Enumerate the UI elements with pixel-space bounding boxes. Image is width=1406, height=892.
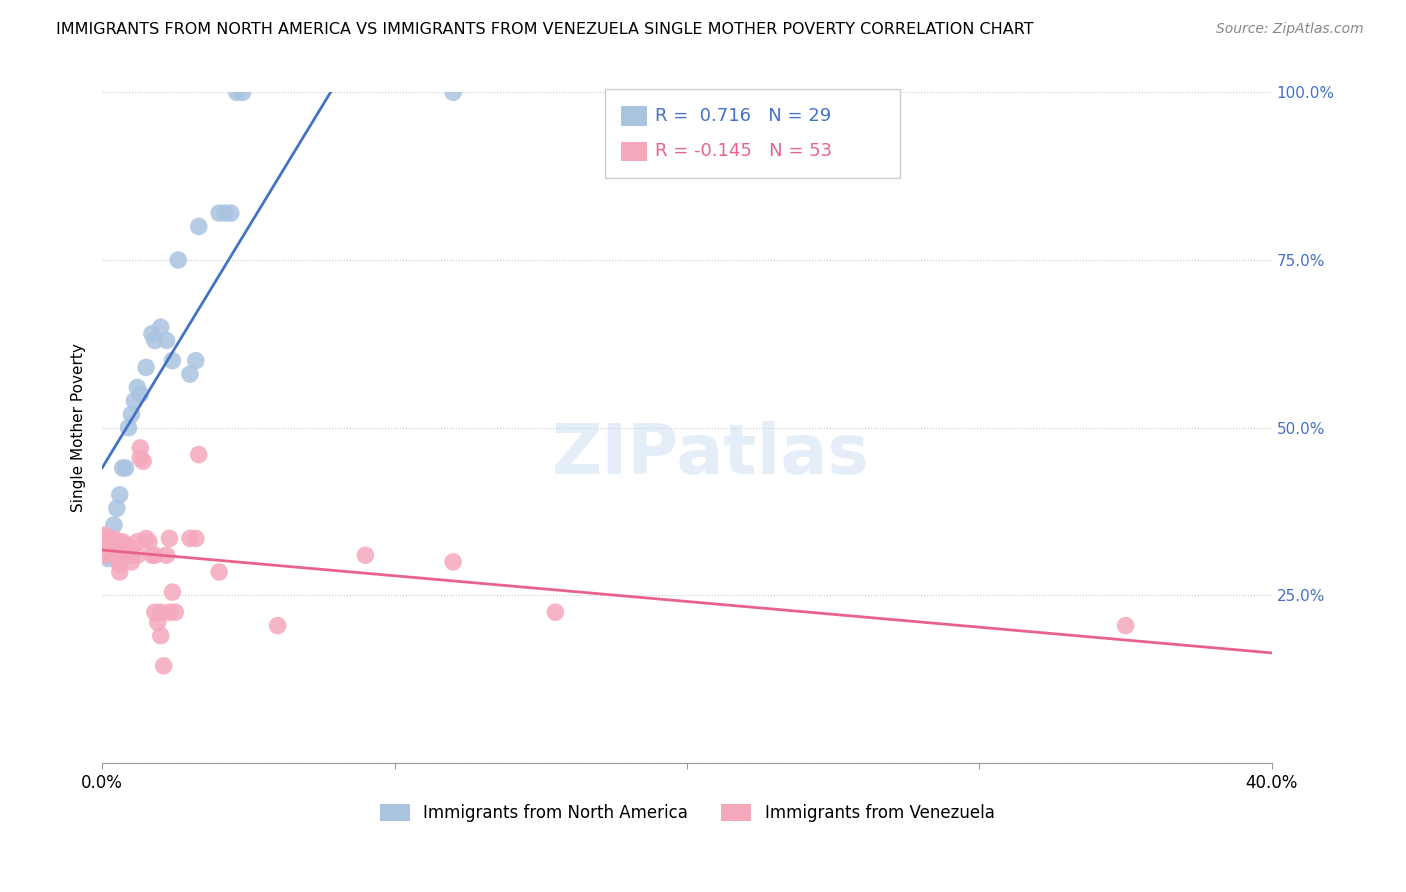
Point [94, 548, 117, 562]
Point [162, 585, 184, 599]
Point [232, 86, 254, 100]
Point [143, 605, 166, 619]
Point [155, 548, 177, 562]
Point [91, 532, 114, 546]
Point [179, 367, 201, 381]
Point [225, 86, 247, 100]
Point [114, 548, 136, 562]
Point [184, 532, 207, 546]
Point [187, 219, 209, 234]
Point [100, 538, 122, 552]
Point [179, 532, 201, 546]
Point [100, 541, 122, 556]
Point [159, 605, 181, 619]
Point [159, 532, 181, 546]
Point [94, 541, 117, 556]
Point [93, 534, 115, 549]
Text: IMMIGRANTS FROM NORTH AMERICA VS IMMIGRANTS FROM VENEZUELA SINGLE MOTHER POVERTY: IMMIGRANTS FROM NORTH AMERICA VS IMMIGRA… [56, 22, 1033, 37]
Point [187, 448, 209, 462]
Point [129, 450, 152, 465]
Text: R = -0.145   N = 53: R = -0.145 N = 53 [655, 143, 832, 161]
Point [155, 334, 177, 348]
Point [103, 518, 125, 533]
Point [111, 534, 134, 549]
Point [441, 555, 464, 569]
Point [441, 86, 464, 100]
Point [108, 488, 131, 502]
Point [124, 393, 146, 408]
Point [143, 548, 166, 562]
Point [120, 541, 142, 556]
Point [143, 334, 166, 348]
Point [120, 407, 142, 421]
Point [114, 538, 136, 552]
Point [127, 534, 149, 549]
Point [117, 548, 139, 562]
Point [149, 320, 172, 334]
Point [167, 253, 190, 268]
Point [97, 551, 120, 566]
Point [152, 658, 174, 673]
Text: ZIPatlas: ZIPatlas [551, 421, 869, 488]
Point [184, 353, 207, 368]
Point [138, 534, 160, 549]
Point [208, 206, 231, 220]
Point [208, 565, 231, 579]
Point [214, 206, 236, 220]
Point [100, 545, 122, 559]
Point [146, 615, 169, 630]
Point [105, 548, 128, 562]
Point [127, 380, 149, 394]
Point [149, 629, 172, 643]
Y-axis label: Single Mother Poverty: Single Mother Poverty [72, 343, 86, 512]
Point [108, 558, 131, 573]
Point [129, 387, 152, 401]
Point [129, 441, 152, 455]
Point [127, 548, 149, 562]
Text: R =  0.716   N = 29: R = 0.716 N = 29 [655, 107, 831, 125]
Point [149, 605, 172, 619]
Point [114, 461, 136, 475]
Point [100, 534, 122, 549]
Point [162, 353, 184, 368]
Point [1115, 618, 1137, 632]
Point [105, 501, 128, 516]
Point [544, 605, 567, 619]
Text: Source: ZipAtlas.com: Source: ZipAtlas.com [1216, 22, 1364, 37]
Point [132, 454, 155, 468]
Point [120, 555, 142, 569]
Point [111, 461, 134, 475]
Point [135, 532, 157, 546]
Point [266, 618, 288, 632]
Point [117, 421, 139, 435]
Point [94, 541, 117, 556]
Legend: Immigrants from North America, Immigrants from Venezuela: Immigrants from North America, Immigrant… [380, 804, 994, 822]
Point [97, 532, 120, 546]
Point [97, 534, 120, 549]
Point [105, 534, 128, 549]
Point [141, 548, 163, 562]
Point [219, 206, 242, 220]
Point [135, 360, 157, 375]
Point [120, 548, 142, 562]
Point [103, 532, 125, 546]
Point [108, 565, 131, 579]
Point [141, 326, 163, 341]
Point [165, 605, 187, 619]
Point [93, 528, 115, 542]
Point [103, 541, 125, 556]
Point [97, 541, 120, 556]
Point [354, 548, 377, 562]
Point [94, 532, 117, 546]
